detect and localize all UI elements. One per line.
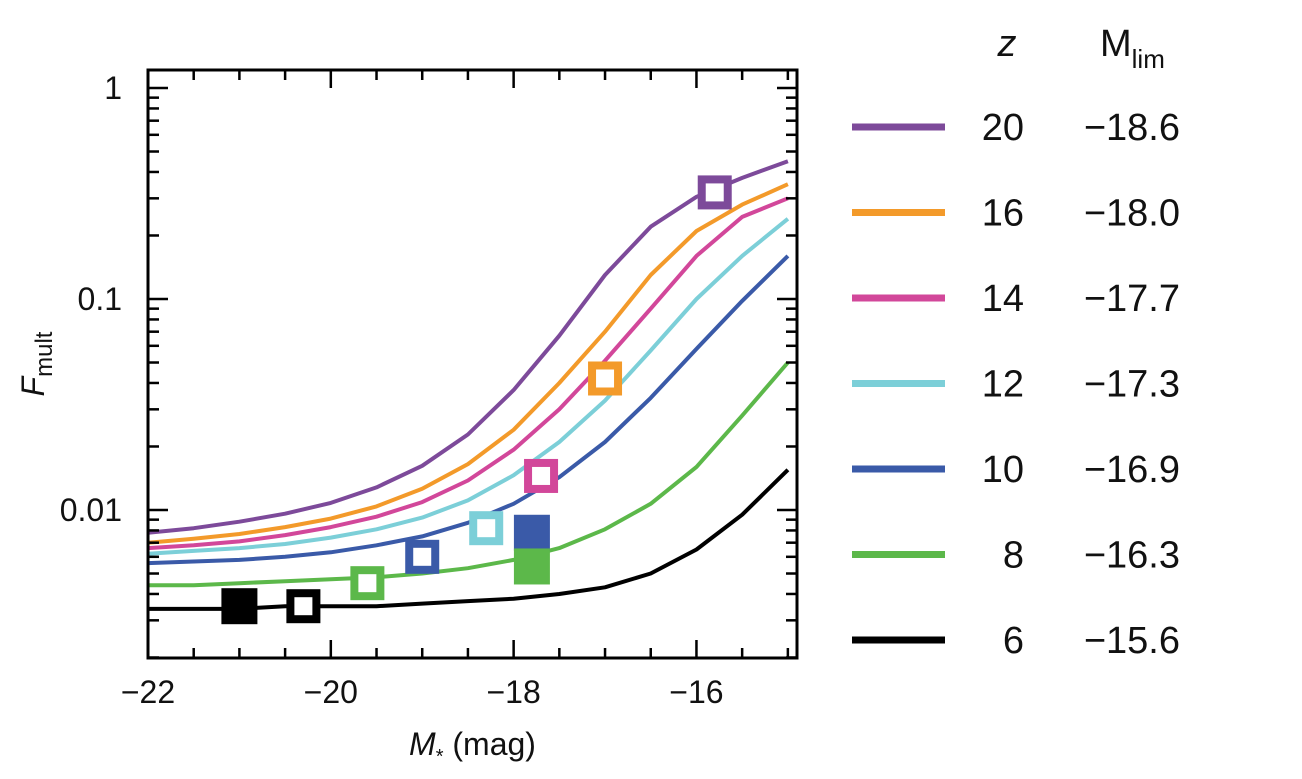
marker-open-z20 xyxy=(697,175,732,210)
marker-open-z10 xyxy=(405,539,440,574)
series-line-z12 xyxy=(148,217,790,556)
x-tick-label: −18 xyxy=(486,674,540,710)
series-line-z10 xyxy=(148,254,790,566)
legend: z Mlim 20 −18.6 16 −18.0 14 −17.7 12 −17.3 10 −16.9… xyxy=(852,23,1180,662)
marker-filled-z10 xyxy=(513,514,550,551)
marker-open-z8 xyxy=(350,566,385,601)
marker-open-z6 xyxy=(286,589,321,624)
legend-z-value: 8 xyxy=(1003,535,1024,577)
series-line-z14 xyxy=(148,196,789,551)
x-axis-label: M* (mag) xyxy=(409,726,536,768)
x-tick-label: −22 xyxy=(121,674,175,710)
marker-open-z14 xyxy=(524,458,559,493)
legend-mlim-value: −16.9 xyxy=(1084,449,1180,491)
plot-frame xyxy=(146,68,799,660)
legend-header-mlim: Mlim xyxy=(1100,23,1165,74)
legend-mlim-value: −17.7 xyxy=(1084,278,1180,320)
y-tick-label: 1 xyxy=(104,70,122,106)
legend-mlim-value: −15.6 xyxy=(1084,620,1180,662)
marker-filled-z8 xyxy=(513,548,550,585)
legend-mlim-value: −18.6 xyxy=(1084,107,1180,149)
marker-open-z12 xyxy=(469,511,504,546)
legend-z-value: 12 xyxy=(982,364,1024,406)
x-tick-label: −16 xyxy=(669,674,723,710)
legend-z-value: 20 xyxy=(982,107,1024,149)
legend-z-value: 16 xyxy=(982,193,1024,235)
legend-z-value: 6 xyxy=(1003,620,1024,662)
axes: −22 −20 −18 −16 1 0.1 0.01 M* (mag) Fmult xyxy=(15,68,799,768)
marker-open-z16 xyxy=(588,361,623,396)
y-tick-label: 0.1 xyxy=(78,281,122,317)
y-tick-label: 0.01 xyxy=(60,492,122,528)
y-axis-label: Fmult xyxy=(15,331,58,396)
legend-mlim-value: −16.3 xyxy=(1084,535,1180,577)
legend-z-value: 10 xyxy=(982,449,1024,491)
x-tick-label: −20 xyxy=(304,674,358,710)
marker-filled-z6 xyxy=(221,588,258,625)
series-line-z20 xyxy=(148,159,789,535)
legend-mlim-value: −18.0 xyxy=(1084,193,1180,235)
legend-mlim-value: −17.3 xyxy=(1084,364,1180,406)
series-line-z8 xyxy=(148,361,790,588)
legend-header-z: z xyxy=(997,23,1017,65)
series-line-z16 xyxy=(148,182,789,545)
legend-z-value: 14 xyxy=(982,278,1024,320)
plot-area xyxy=(148,159,790,625)
